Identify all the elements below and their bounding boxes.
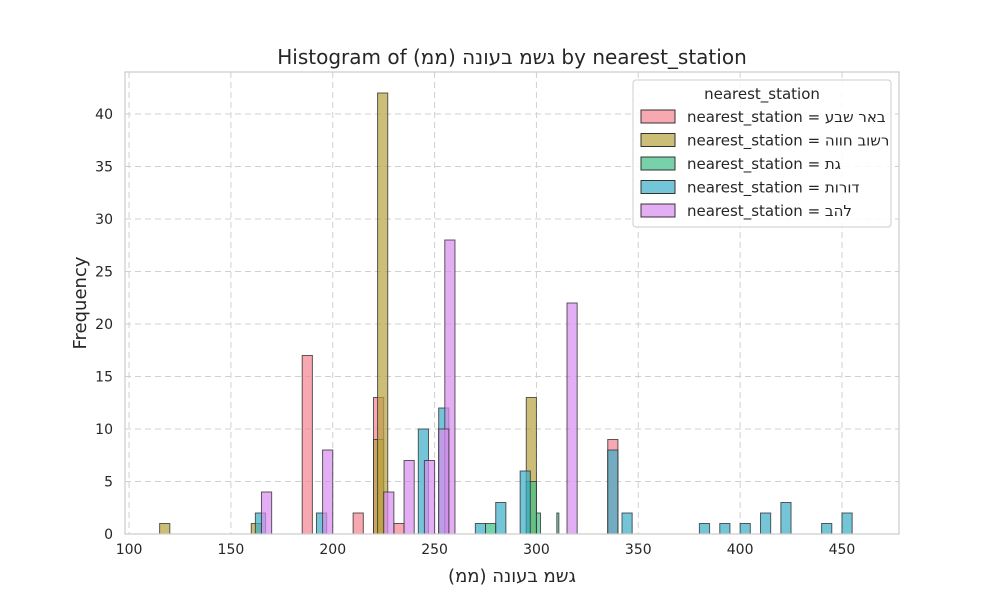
histogram-bar — [301, 355, 313, 535]
legend-items: nearest_station = באר שבע nearest_station… — [640, 108, 889, 221]
legend-swatch — [640, 109, 676, 124]
histogram-bar — [556, 512, 560, 535]
histogram-bar — [383, 491, 395, 535]
histogram-bar — [739, 523, 751, 535]
x-tick-label: 450 — [829, 542, 856, 558]
histogram-bar — [474, 523, 487, 535]
histogram-bar — [403, 460, 415, 535]
x-tick-labels: 100 150 200 250 300 350 400 450 — [116, 542, 856, 558]
bars — [159, 92, 853, 535]
y-tick-label: 5 — [104, 475, 113, 491]
y-tick-label: 20 — [95, 317, 113, 333]
y-axis-label: Frequency — [70, 256, 91, 349]
legend-swatch — [640, 180, 676, 194]
histogram-bar — [780, 502, 792, 535]
y-tick-label: 15 — [95, 370, 113, 386]
legend-title: nearest_station — [704, 85, 820, 104]
histogram-bar — [841, 512, 853, 535]
y-tick-label: 35 — [95, 160, 113, 176]
histogram-bar — [495, 502, 507, 535]
legend-label: nearest_station = גת — [687, 155, 841, 174]
x-tick-label: 250 — [421, 542, 448, 558]
legend: nearest_station nearest_station = באר שב… — [632, 79, 892, 228]
y-tick-label: 30 — [95, 212, 113, 228]
histogram-bar — [566, 302, 578, 535]
legend-swatch — [640, 156, 676, 171]
y-tick-labels: 0 5 10 15 20 25 30 35 40 — [95, 107, 113, 543]
histogram-bar — [322, 449, 334, 535]
legend-swatch — [640, 133, 676, 147]
histogram-bar — [621, 512, 633, 535]
histogram-bar — [377, 92, 389, 535]
histogram-bar — [698, 523, 711, 535]
y-tick-label: 0 — [104, 527, 113, 543]
histogram-bar — [438, 428, 450, 535]
histogram-bar — [535, 512, 542, 535]
chart-title: Histogram of גשמ בעונה (ממ) by nearest_s… — [277, 45, 747, 69]
histogram-bar — [821, 523, 833, 535]
histogram-bar — [352, 512, 364, 535]
x-tick-label: 100 — [116, 542, 143, 558]
legend-box — [632, 79, 892, 228]
legend-label: nearest_station = להב — [687, 202, 852, 221]
legend-label: nearest_station = באר שבע — [687, 108, 886, 127]
x-tick-label: 150 — [218, 542, 245, 558]
legend-label: nearest_station = רשוב חווה — [687, 132, 889, 151]
histogram-bar — [260, 491, 273, 535]
plot-frame — [124, 71, 900, 535]
legend-swatch — [640, 203, 676, 218]
x-tick-label: 200 — [319, 542, 346, 558]
x-tick-label: 350 — [625, 542, 652, 558]
x-tick-label: 400 — [727, 542, 754, 558]
y-tick-label: 25 — [95, 265, 113, 281]
histogram-bar — [759, 512, 772, 535]
x-axis-label: גשמ בעונה (ממ) — [448, 566, 576, 587]
x-tick-label: 300 — [523, 542, 550, 558]
histogram-bar — [393, 523, 405, 535]
histogram-bar — [607, 449, 619, 535]
y-tick-label: 40 — [95, 107, 113, 123]
legend-label: nearest_station = דורות — [687, 179, 860, 198]
histogram-bar — [485, 523, 497, 535]
histogram-bar — [519, 470, 531, 535]
y-tick-label: 10 — [95, 422, 113, 438]
histogram-bar — [423, 460, 436, 535]
histogram-bar — [719, 523, 731, 535]
histogram-bar — [159, 523, 171, 535]
